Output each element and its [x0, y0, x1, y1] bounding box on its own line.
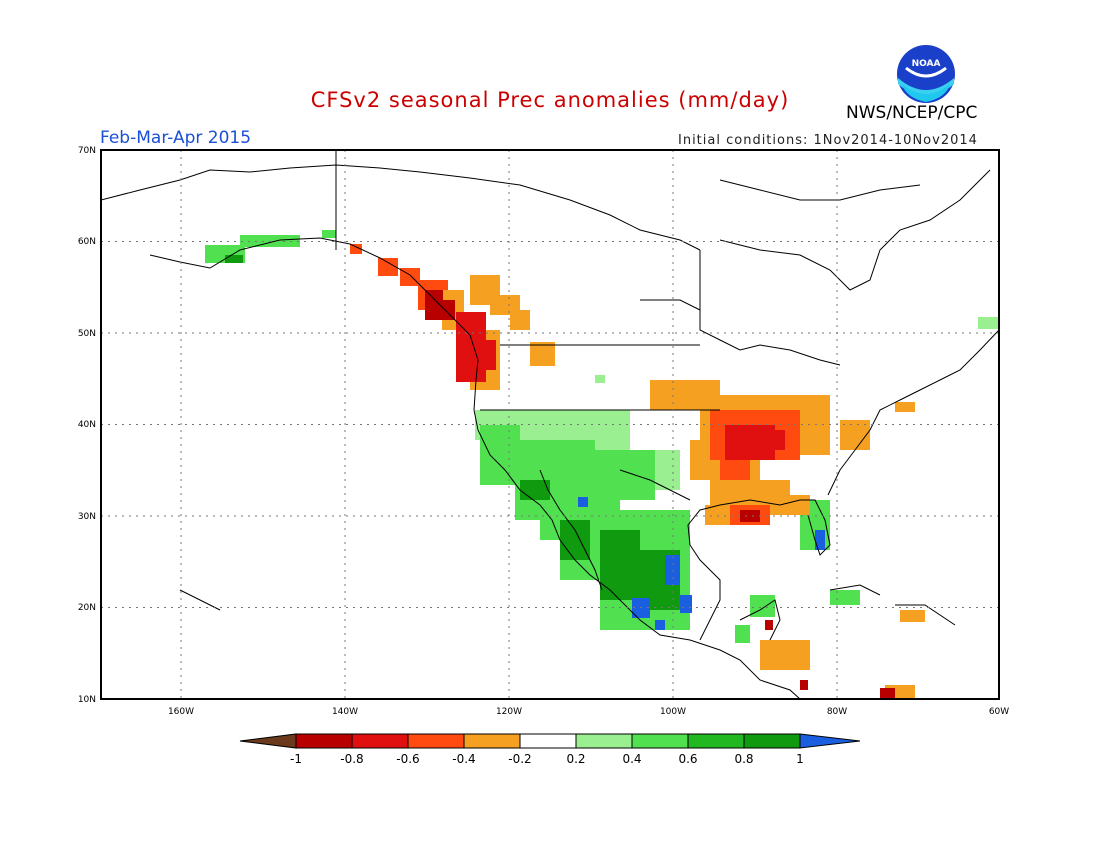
agency-label: NWS/NCEP/CPC — [846, 103, 978, 123]
colorbar-tick: 0.2 — [566, 752, 585, 766]
colorbar-segment — [295, 733, 353, 749]
colorbar-tick: -0.8 — [340, 752, 363, 766]
lat-label: 30N — [78, 512, 96, 522]
colorbar-tick: -0.4 — [452, 752, 475, 766]
svg-text:NOAA: NOAA — [912, 59, 941, 69]
colorbar-segment — [687, 733, 745, 749]
colorbar-segment — [519, 733, 577, 749]
graticule — [101, 150, 999, 699]
colorbar — [239, 733, 861, 749]
noaa-logo-icon: NOAA — [897, 45, 955, 103]
forecast-period: Feb-Mar-Apr 2015 — [100, 128, 252, 148]
lon-label: 60W — [989, 707, 1009, 717]
colorbar-segment — [799, 733, 861, 749]
colorbar-tick: 1 — [796, 752, 804, 766]
colorbar-segment — [351, 733, 409, 749]
map-title: CFSv2 seasonal Prec anomalies (mm/day) — [310, 88, 790, 112]
colorbar-segment — [239, 733, 297, 749]
colorbar-tick: 0.6 — [678, 752, 697, 766]
lon-label: 120W — [496, 707, 522, 717]
colorbar-tick: -0.2 — [508, 752, 531, 766]
colorbar-segment — [743, 733, 801, 749]
lat-label: 70N — [78, 146, 96, 156]
colorbar-tick: -0.6 — [396, 752, 419, 766]
colorbar-tick: 0.4 — [622, 752, 641, 766]
colorbar-segment — [575, 733, 633, 749]
anomaly-field — [205, 230, 999, 699]
colorbar-segment — [407, 733, 465, 749]
lon-label: 80W — [827, 707, 847, 717]
lat-label: 20N — [78, 603, 96, 613]
initial-conditions: Initial conditions: 1Nov2014-10Nov2014 — [678, 133, 978, 148]
lon-label: 100W — [660, 707, 686, 717]
lat-label: 60N — [78, 237, 96, 247]
lat-label: 10N — [78, 695, 96, 705]
colorbar-segment — [463, 733, 521, 749]
colorbar-tick: 0.8 — [734, 752, 753, 766]
lat-label: 50N — [78, 329, 96, 339]
map-frame — [100, 149, 1000, 700]
colorbar-tick: -1 — [290, 752, 302, 766]
lon-label: 140W — [332, 707, 358, 717]
coastlines — [101, 150, 999, 699]
lon-label: 160W — [168, 707, 194, 717]
lat-label: 40N — [78, 420, 96, 430]
colorbar-segment — [631, 733, 689, 749]
